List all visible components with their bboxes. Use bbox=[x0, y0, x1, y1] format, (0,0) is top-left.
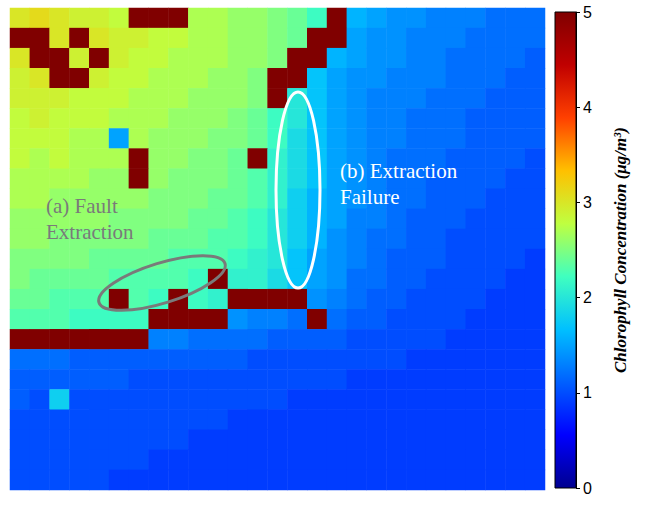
svg-text:Extraction: Extraction bbox=[46, 220, 134, 244]
svg-text:4: 4 bbox=[583, 99, 592, 116]
svg-text:(b) Extraction: (b) Extraction bbox=[340, 159, 462, 183]
svg-text:Chlorophyll Concentration (μg/: Chlorophyll Concentration (μg/m³) bbox=[611, 127, 630, 373]
svg-text:3: 3 bbox=[583, 194, 592, 211]
svg-text:0: 0 bbox=[583, 480, 592, 497]
svg-text:(a) Fault: (a) Fault bbox=[46, 194, 123, 218]
svg-text:5: 5 bbox=[583, 4, 592, 21]
svg-text:Failure: Failure bbox=[340, 185, 399, 209]
svg-text:1: 1 bbox=[583, 384, 592, 401]
svg-text:2: 2 bbox=[583, 289, 592, 306]
